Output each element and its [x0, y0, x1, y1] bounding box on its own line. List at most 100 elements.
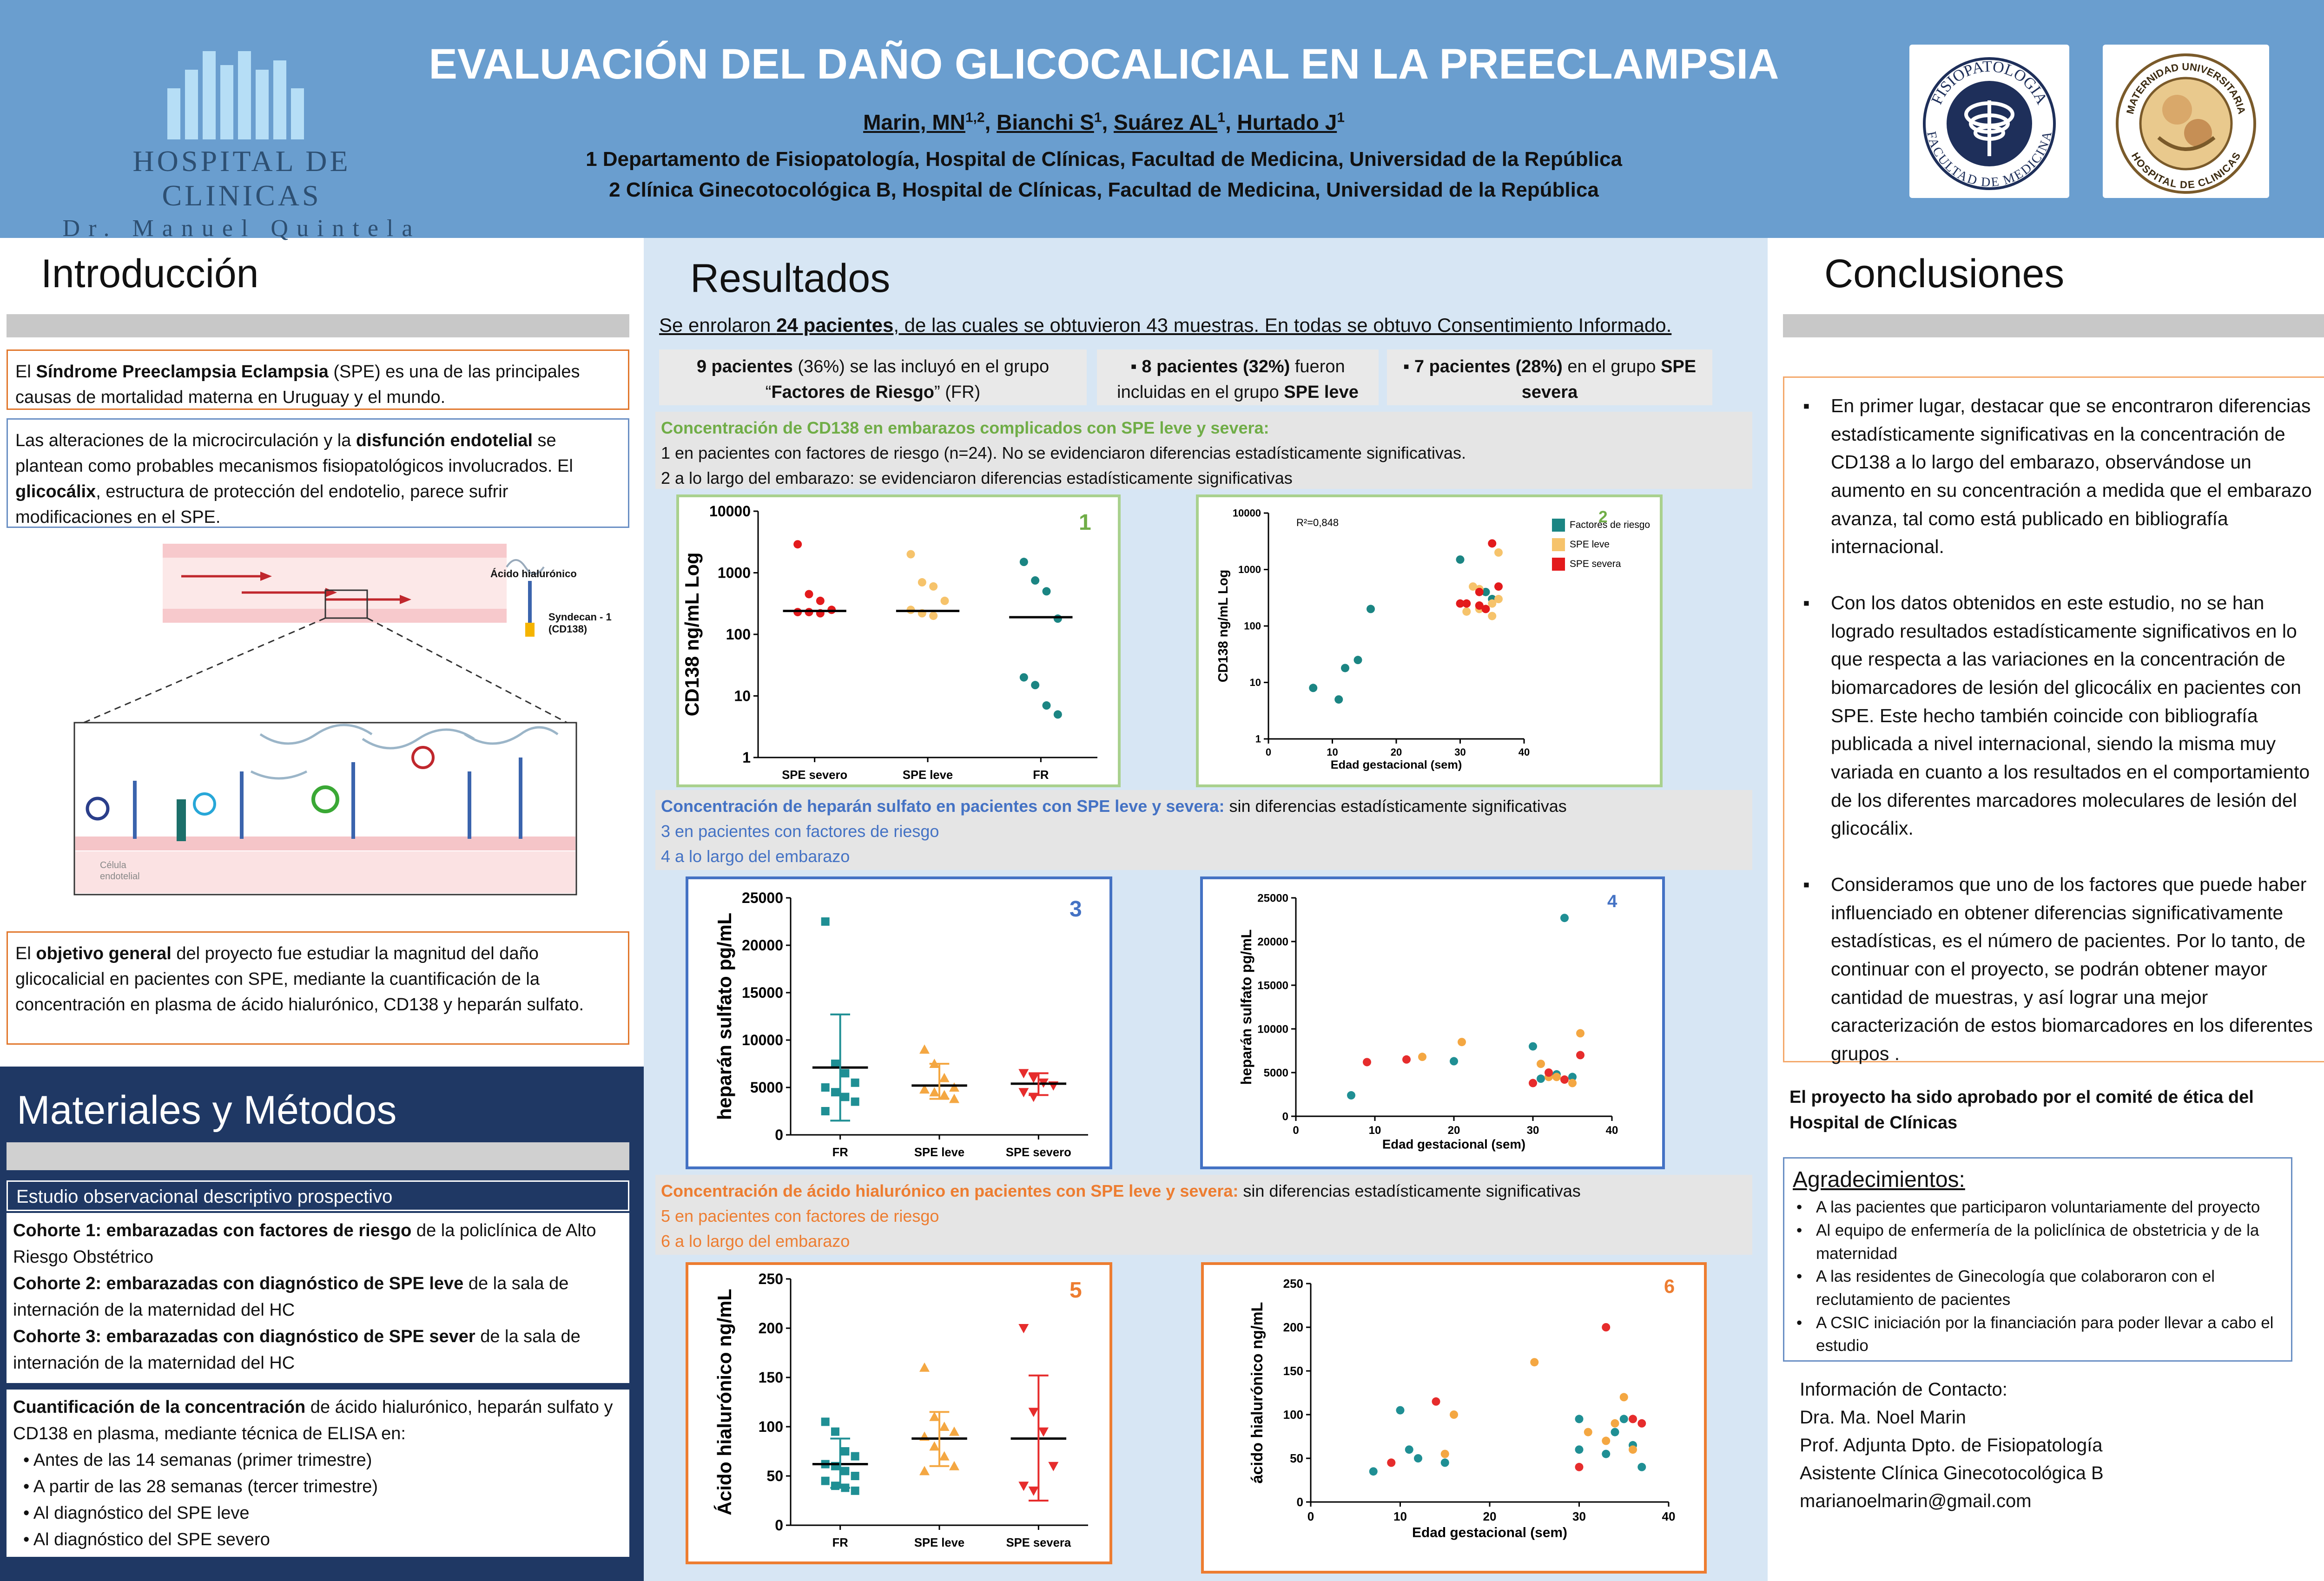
- y-axis-label: CD138 ng/mL Log: [1216, 570, 1231, 683]
- quantification-box: Cuantificación de la concentración de ác…: [7, 1390, 629, 1557]
- data-point: [1537, 1060, 1545, 1068]
- x-axis-label: Edad gestacional (sem): [1331, 758, 1462, 771]
- y-tick-label: 200: [759, 1320, 783, 1337]
- category-label: FR: [832, 1536, 848, 1549]
- card1-text-2: ” (FR): [934, 382, 981, 402]
- ah-section-text: Concentración de ácido hialurónico en pa…: [655, 1175, 1752, 1255]
- data-point: [1488, 612, 1497, 620]
- data-point: [1619, 1393, 1628, 1402]
- cohort1-bold: Cohorte 1: embarazadas con factores de r…: [13, 1221, 412, 1240]
- data-point: [821, 1107, 830, 1115]
- legend-label: Factores de riesgo: [1570, 520, 1650, 530]
- data-point: [1019, 558, 1028, 567]
- data-point: [816, 596, 825, 605]
- data-point: [1494, 548, 1503, 557]
- group-card-fr: 9 pacientes (36%) se las incluyó en el g…: [659, 349, 1087, 405]
- data-point: [929, 1441, 940, 1451]
- data-point: [1494, 582, 1503, 591]
- category-label: FR: [832, 1146, 848, 1159]
- ah-heading: Concentración de ácido hialurónico en pa…: [661, 1181, 1239, 1200]
- data-point: [831, 1482, 839, 1490]
- y-tick-label: 20000: [1257, 935, 1288, 948]
- y-tick-label: 150: [759, 1369, 783, 1386]
- card2-bold-2: SPE leve: [1284, 382, 1359, 402]
- conclusion-item: Consideramos que uno de los factores que…: [1803, 870, 2324, 1068]
- quant-list-item: • Antes de las 14 semanas (primer trimes…: [23, 1450, 372, 1470]
- cd138-line-2: 2 a lo largo del embarazo: se evidenciar…: [661, 468, 1293, 487]
- x-tick-label: 40: [1519, 746, 1530, 758]
- contact-line: Información de Contacto:: [1800, 1379, 2007, 1400]
- category-label: SPE severo: [1006, 1146, 1071, 1159]
- legend-swatch: [1552, 538, 1565, 551]
- author-affil-sup: 1: [1217, 110, 1225, 125]
- ack-list: A las pacientes que participaron volunta…: [1793, 1196, 2283, 1357]
- affiliation-1: 1 Departamento de Fisiopatología, Hospit…: [586, 148, 1622, 171]
- y-tick-label: 100: [1283, 1408, 1303, 1422]
- enrolment-text: Se enrolaron 24 pacientes, de las cuales…: [659, 314, 1765, 336]
- intro-p1-bold: Síndrome Preeclampsia Eclampsia: [36, 362, 329, 382]
- data-point: [1363, 1058, 1371, 1067]
- enrol-post: , de las cuales se obtuvieron 43 muestra…: [893, 314, 1672, 336]
- data-point: [1038, 1427, 1049, 1437]
- y-tick-label: 1000: [1238, 564, 1261, 575]
- data-point: [1414, 1454, 1422, 1462]
- ah-line-2: 6 a lo largo del embarazo: [661, 1232, 850, 1251]
- poster-title: EVALUACIÓN DEL DAÑO GLICOCALICIAL EN LA …: [429, 40, 1779, 88]
- data-point: [1619, 1415, 1628, 1423]
- category-label: FR: [1033, 769, 1049, 782]
- data-point: [1488, 539, 1497, 548]
- y-tick-label: 100: [759, 1418, 783, 1435]
- data-point: [1028, 1486, 1039, 1496]
- intro-p2-bold-2: glicocálix: [15, 482, 96, 502]
- data-point: [841, 1467, 850, 1476]
- r-squared-annotation: R²=0,848: [1296, 517, 1339, 528]
- data-point: [1309, 684, 1318, 692]
- data-point: [939, 1422, 950, 1431]
- legend-swatch: [1552, 558, 1565, 571]
- ack-title: Agradecimientos:: [1793, 1167, 1965, 1192]
- data-point: [1629, 1445, 1637, 1454]
- quant-list-item: • A partir de las 28 semanas (tercer tri…: [23, 1477, 378, 1496]
- hospital-logo-icon: [167, 51, 321, 139]
- data-point: [1481, 587, 1490, 596]
- enrol-bold: 24 pacientes: [776, 314, 894, 336]
- data-point: [1456, 599, 1465, 608]
- data-point: [851, 1486, 859, 1495]
- data-point: [1611, 1428, 1619, 1436]
- cohort2-text: de la sala de internación de la maternid…: [13, 1274, 569, 1320]
- panel-number: 3: [1070, 897, 1082, 922]
- panel-number: 2: [1598, 508, 1608, 526]
- y-tick-label: 10000: [742, 1032, 783, 1048]
- acknowledgements-box: Agradecimientos: A las pacientes que par…: [1783, 1157, 2292, 1362]
- data-point: [851, 1472, 859, 1480]
- chart-cd138-groups: 1 10 100 1000 10000 CD138 ng/mL Log SPE severo…: [676, 494, 1121, 787]
- fig-label-syndecan: Syndecan - 1 (CD138): [548, 611, 612, 635]
- data-point: [1576, 1029, 1585, 1038]
- data-point: [1440, 1458, 1449, 1467]
- author-name: Hurtado J: [1237, 110, 1337, 134]
- chart-ah-groups: 0 50 100 150 200 250 Ácido hialurónico ng/mL FR…: [686, 1262, 1112, 1564]
- data-point: [1529, 1042, 1537, 1051]
- x-tick-label: 20: [1483, 1509, 1497, 1523]
- category-label: SPE severa: [1006, 1536, 1071, 1549]
- author-name: Bianchi S: [997, 110, 1094, 134]
- x-axis-label: Edad gestacional (sem): [1412, 1525, 1567, 1540]
- data-point: [841, 1069, 850, 1078]
- data-point: [949, 1082, 959, 1092]
- card2-text: fueron incluidas en el grupo: [1117, 357, 1345, 402]
- category-label: SPE leve: [903, 769, 953, 782]
- data-point: [918, 578, 926, 587]
- data-point: [1481, 605, 1490, 613]
- ack-list-item: A CSIC iniciación por la financiación pa…: [1793, 1311, 2283, 1357]
- data-point: [1018, 1088, 1029, 1098]
- data-point: [1450, 1057, 1458, 1066]
- x-tick-label: 40: [1606, 1124, 1618, 1137]
- y-tick-label: 25000: [742, 889, 783, 906]
- ah-heading-post: sin diferencias estadísticamente signifi…: [1238, 1181, 1581, 1200]
- author-affil-sup: 1: [1337, 110, 1345, 125]
- obj-pre: El: [15, 944, 36, 963]
- data-point: [1575, 1462, 1584, 1471]
- chart5-svg: 0 50 100 150 200 250 Ácido hialurónico ng/mL FR…: [713, 1271, 1088, 1549]
- contact-line: Dra. Ma. Noel Marin: [1800, 1407, 1966, 1428]
- y-tick-label: 10000: [1257, 1023, 1288, 1035]
